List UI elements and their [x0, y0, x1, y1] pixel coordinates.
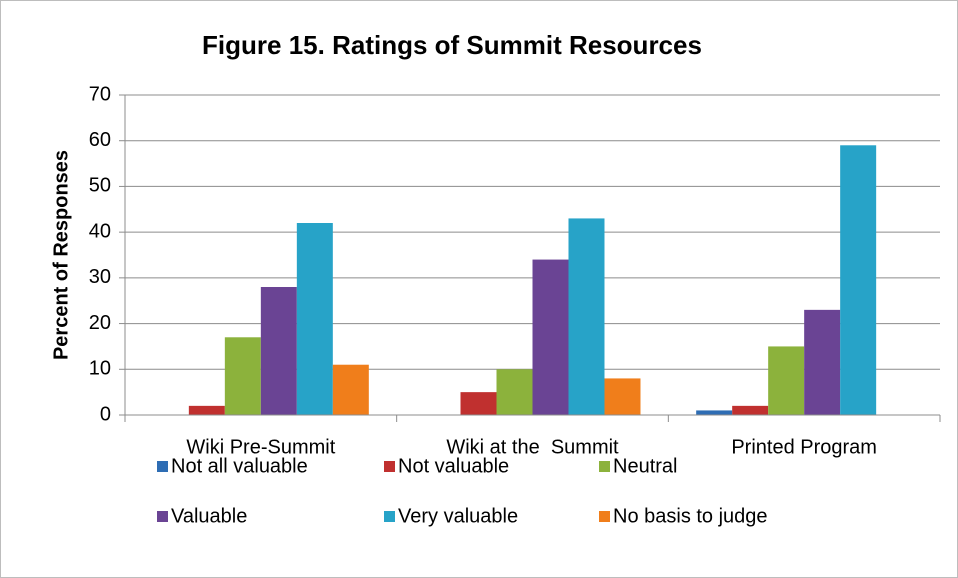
- x-tick-label: Wiki at the Summit: [446, 436, 619, 458]
- bar: [296, 223, 333, 415]
- legend-swatch: [157, 511, 168, 522]
- y-tick-label: 50: [89, 175, 111, 197]
- bar: [188, 405, 225, 415]
- y-tick-label: 70: [89, 83, 111, 105]
- legend-label: Not all valuable: [171, 455, 308, 477]
- legend-swatch: [384, 461, 395, 472]
- y-tick-label: 10: [89, 358, 111, 380]
- bar: [460, 392, 497, 415]
- legend-swatch: [384, 511, 395, 522]
- legend-label: Valuable: [171, 505, 247, 527]
- bar: [604, 378, 641, 415]
- y-tick-label: 60: [89, 129, 111, 151]
- bar: [532, 259, 569, 415]
- bar: [496, 369, 533, 415]
- bar: [732, 405, 769, 415]
- legend-swatch: [599, 461, 610, 472]
- bar: [696, 410, 733, 415]
- bar: [332, 364, 369, 415]
- y-tick-label: 0: [100, 403, 111, 425]
- legend-label: Neutral: [613, 455, 677, 477]
- y-tick-label: 40: [89, 220, 111, 242]
- bar: [840, 145, 877, 416]
- x-tick-label: Printed Program: [731, 436, 877, 458]
- bar: [568, 218, 605, 415]
- legend-label: No basis to judge: [613, 505, 768, 527]
- chart-title: Figure 15. Ratings of Summit Resources: [202, 30, 702, 60]
- x-tick-label: Wiki Pre-Summit: [186, 436, 335, 458]
- bar: [768, 346, 805, 415]
- bar: [804, 309, 841, 415]
- y-tick-label: 30: [89, 266, 111, 288]
- legend-label: Very valuable: [398, 505, 518, 527]
- bar: [260, 287, 297, 415]
- legend-label: Not valuable: [398, 455, 509, 477]
- legend-swatch: [599, 511, 610, 522]
- y-axis-label: Percent of Responses: [50, 150, 72, 360]
- y-tick-label: 20: [89, 312, 111, 334]
- bar: [224, 337, 261, 415]
- legend-swatch: [157, 461, 168, 472]
